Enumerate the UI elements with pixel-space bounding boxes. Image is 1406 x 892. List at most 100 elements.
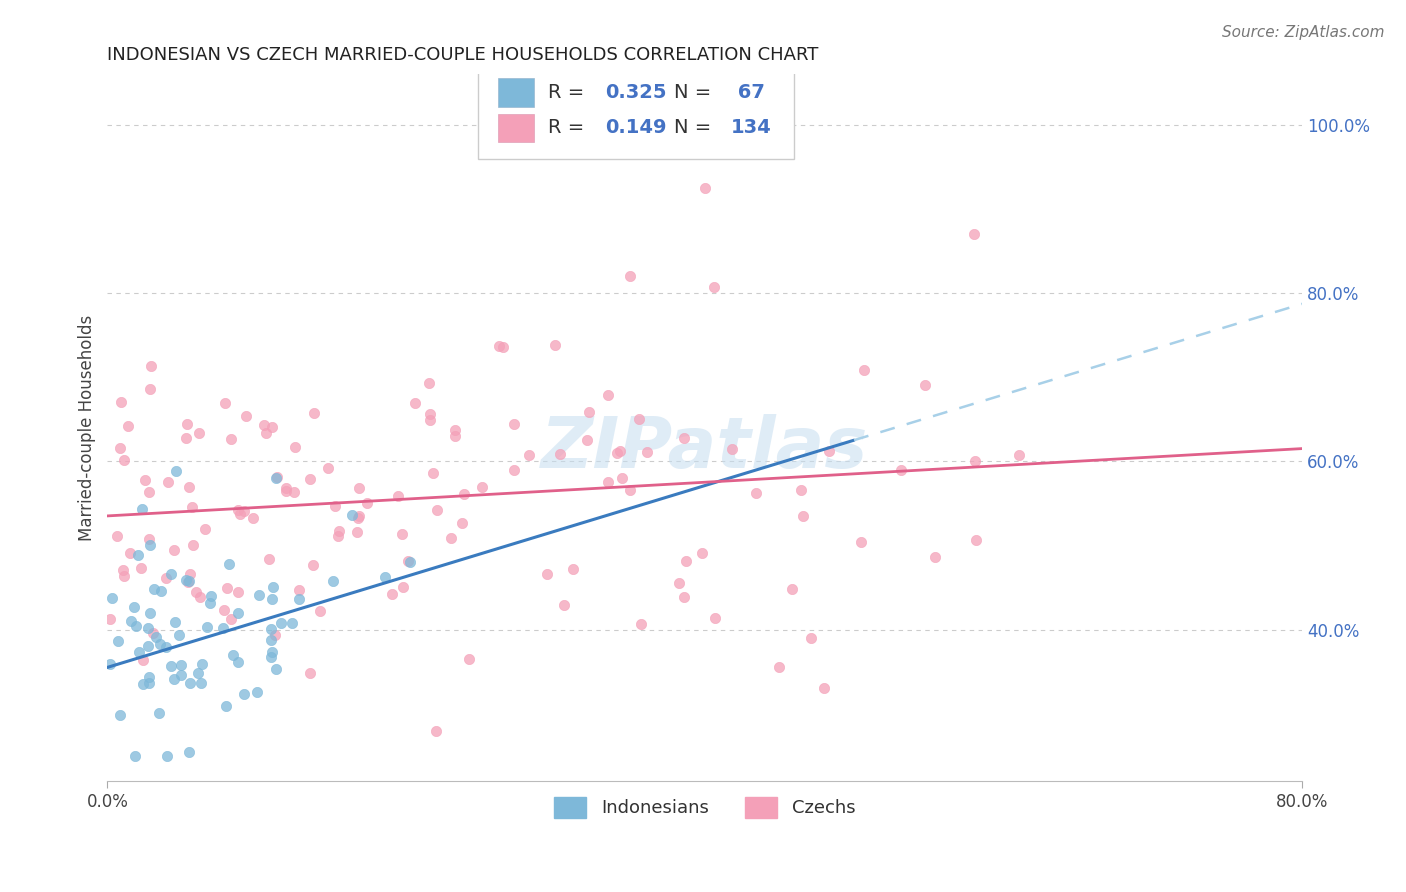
Indonesians	[127, 549, 149, 563]
Czechs	[610, 471, 633, 485]
Czechs	[98, 612, 121, 626]
Czechs	[596, 388, 619, 402]
Indonesians	[179, 676, 201, 690]
Czechs	[422, 467, 444, 481]
Indonesians	[138, 670, 160, 684]
Indonesians	[136, 639, 159, 653]
Indonesians	[155, 640, 177, 654]
Czechs	[138, 383, 160, 397]
Indonesians	[163, 615, 186, 629]
Text: 67: 67	[731, 83, 765, 102]
Y-axis label: Married-couple Households: Married-couple Households	[79, 314, 96, 541]
Indonesians	[198, 595, 221, 609]
Czechs	[233, 504, 256, 518]
Indonesians	[120, 614, 142, 628]
Czechs	[396, 554, 419, 568]
Czechs	[283, 485, 305, 500]
Indonesians	[138, 675, 160, 690]
Czechs	[194, 522, 217, 536]
Indonesians	[160, 659, 183, 673]
Czechs	[517, 448, 540, 462]
Indonesians	[163, 672, 186, 686]
Czechs	[544, 337, 567, 351]
Czechs	[228, 502, 250, 516]
Czechs	[502, 417, 524, 431]
Indonesians	[342, 508, 364, 522]
FancyBboxPatch shape	[498, 113, 534, 142]
Indonesians	[169, 658, 191, 673]
Czechs	[177, 480, 200, 494]
Indonesians	[215, 698, 238, 713]
Indonesians	[226, 655, 249, 669]
Czechs	[536, 566, 558, 581]
Czechs	[444, 429, 467, 443]
Text: 0.325: 0.325	[606, 83, 666, 102]
Czechs	[503, 462, 526, 476]
Czechs	[132, 653, 155, 667]
Czechs	[110, 394, 132, 409]
Czechs	[229, 508, 252, 522]
Czechs	[112, 563, 135, 577]
Czechs	[219, 432, 242, 446]
Indonesians	[191, 657, 214, 671]
Czechs	[703, 280, 725, 294]
Czechs	[347, 511, 370, 525]
Czechs	[553, 598, 575, 612]
Indonesians	[136, 621, 159, 635]
Indonesians	[374, 570, 396, 584]
Czechs	[792, 509, 814, 524]
Czechs	[105, 528, 128, 542]
Czechs	[287, 582, 309, 597]
Czechs	[346, 524, 368, 539]
Czechs	[965, 533, 987, 547]
Indonesians	[170, 667, 193, 681]
Czechs	[704, 610, 727, 624]
Czechs	[578, 404, 600, 418]
Czechs	[619, 483, 641, 498]
Indonesians	[125, 618, 148, 632]
Indonesians	[148, 637, 170, 651]
Czechs	[1008, 449, 1031, 463]
Indonesians	[145, 630, 167, 644]
Czechs	[131, 561, 153, 575]
Czechs	[492, 340, 515, 354]
Czechs	[962, 227, 984, 241]
Czechs	[177, 574, 200, 589]
Indonesians	[322, 574, 344, 588]
FancyBboxPatch shape	[498, 78, 534, 107]
Indonesians	[179, 745, 201, 759]
Czechs	[299, 665, 322, 680]
Czechs	[274, 484, 297, 499]
Indonesians	[212, 621, 235, 635]
Czechs	[609, 443, 631, 458]
Czechs	[181, 500, 204, 514]
Czechs	[780, 582, 803, 596]
Indonesians	[264, 662, 287, 676]
Czechs	[419, 413, 441, 427]
Czechs	[254, 425, 277, 440]
Czechs	[562, 562, 585, 576]
Indonesians	[260, 633, 283, 648]
Czechs	[276, 481, 298, 495]
Czechs	[157, 475, 180, 489]
Czechs	[302, 558, 325, 573]
Czechs	[139, 359, 162, 374]
Czechs	[576, 433, 599, 447]
Text: Source: ZipAtlas.com: Source: ZipAtlas.com	[1222, 25, 1385, 40]
Czechs	[188, 590, 211, 604]
Indonesians	[131, 501, 153, 516]
Czechs	[347, 508, 370, 523]
Czechs	[138, 532, 160, 546]
Text: 0.149: 0.149	[606, 119, 666, 137]
Indonesians	[262, 645, 284, 659]
Indonesians	[262, 581, 284, 595]
Czechs	[259, 552, 281, 566]
Indonesians	[165, 464, 187, 478]
Text: R =: R =	[548, 119, 591, 137]
Czechs	[636, 445, 658, 459]
Indonesians	[167, 628, 190, 642]
Czechs	[214, 396, 236, 410]
Czechs	[323, 499, 346, 513]
Indonesians	[280, 616, 302, 631]
Czechs	[789, 483, 811, 498]
